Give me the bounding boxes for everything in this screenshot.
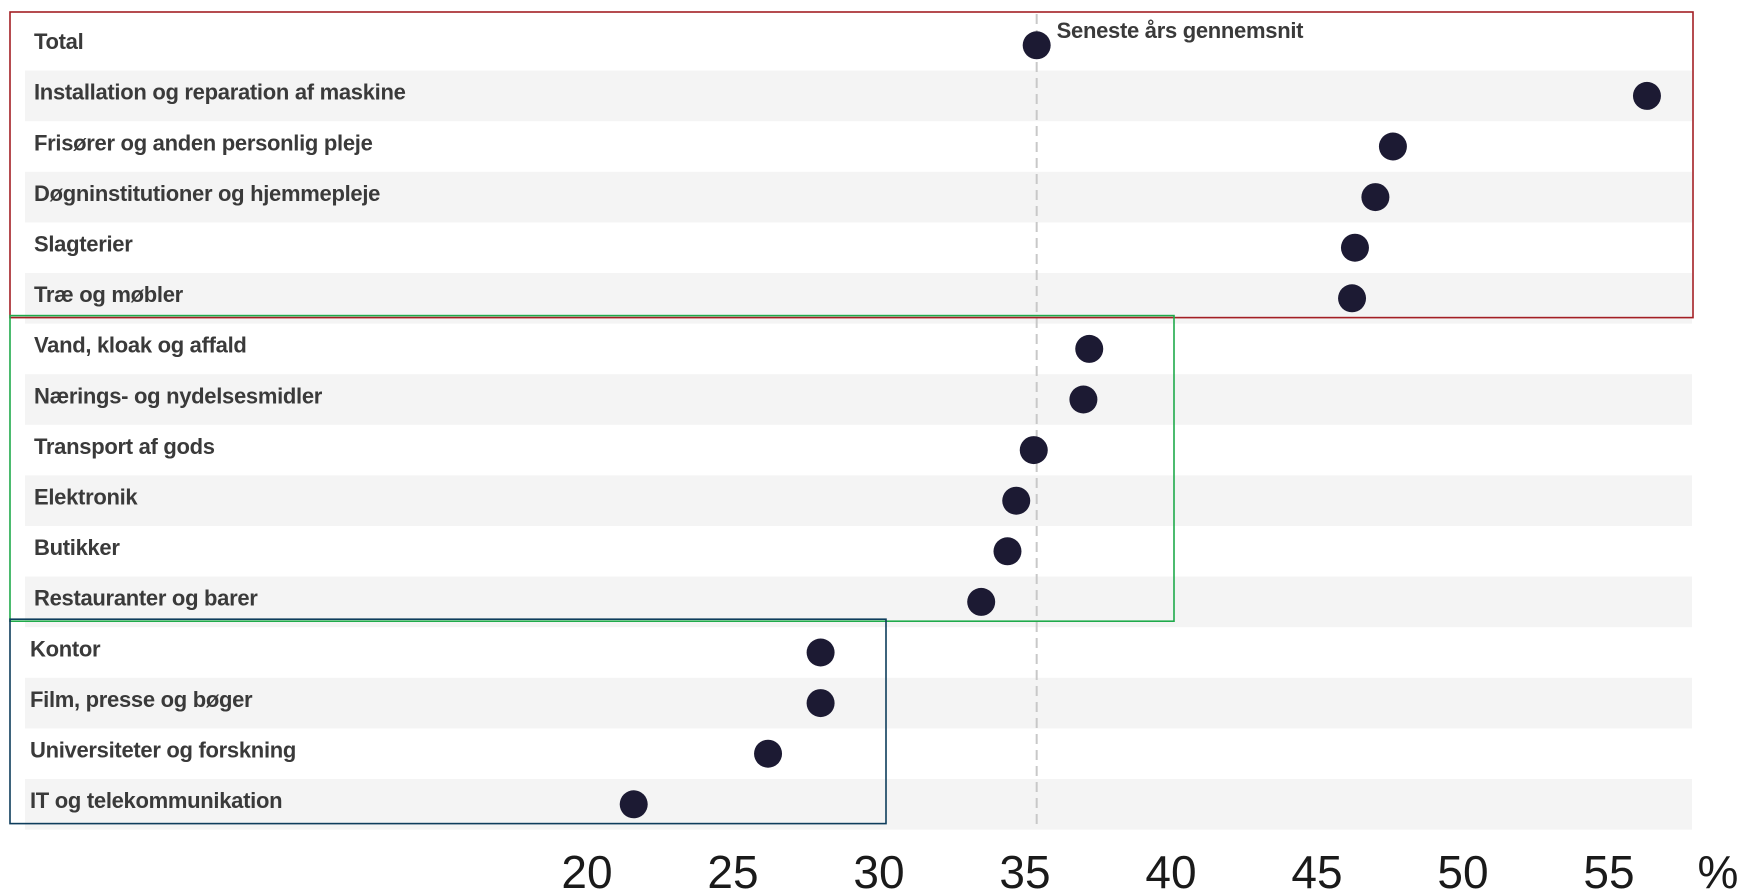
category-label: Nærings- og nydelsesmidler [34,383,323,408]
category-labels: Total Installation og reparation af maski… [30,29,406,813]
group-box [9,618,887,825]
data-points [619,31,1661,819]
data-point [754,739,783,768]
row-band [25,677,1692,729]
x-tick-label: 50 [1437,846,1488,894]
row-band [25,171,1692,223]
category-label: Træ og møbler [34,282,184,307]
data-point [1340,233,1369,262]
category-label: Kontor [30,636,101,661]
category-label: Total [34,29,83,54]
row-band [25,70,1692,122]
category-label: Frisører og anden personlig pleje [34,130,373,155]
row-band [25,779,1692,830]
x-tick-label: 30 [853,846,904,894]
row-band [25,475,1692,526]
category-label: Universiteter og forskning [30,738,296,763]
category-label: Restauranter og barer [34,586,258,611]
data-point [967,587,996,616]
x-tick-label: 35 [999,846,1050,894]
data-point [806,689,835,718]
data-point [1361,183,1390,212]
reference-line-group: Seneste års gennemsnit [1035,14,1304,825]
x-axis-unit-label: % [1698,846,1739,894]
data-point [1019,436,1048,465]
row-bands [25,70,1692,830]
x-tick-label: 55 [1583,846,1634,894]
x-tick-label: 40 [1145,846,1196,894]
data-point [1075,334,1104,363]
data-point [1022,31,1051,60]
x-axis-ticks: 20 25 30 35 40 45 50 55 [561,846,1634,894]
data-point [806,638,835,667]
group-box [9,314,1175,623]
category-label: Vand, kloak og affald [34,333,247,358]
data-point [1338,284,1367,313]
category-label: Butikker [34,535,120,560]
category-label: Døgninstitutioner og hjemmepleje [34,181,380,206]
category-label: IT og telekommunikation [30,788,282,813]
category-label: Film, presse og bøger [30,687,253,712]
category-label: Transport af gods [34,434,215,459]
data-point [1378,132,1407,161]
category-label: Elektronik [34,485,138,510]
group-boxes [9,11,1694,825]
data-point [1632,81,1661,110]
x-tick-label: 45 [1291,846,1342,894]
row-band [25,374,1692,425]
reference-line-label: Seneste års gennemsnit [1057,18,1304,43]
x-tick-label: 20 [561,846,612,894]
category-label: Slagterier [34,232,133,257]
x-tick-label: 25 [707,846,758,894]
data-point [1002,486,1031,515]
group-box [9,11,1694,319]
data-point [1069,385,1098,414]
category-label: Installation og reparation af maskine [34,80,406,105]
data-point [619,790,648,819]
data-point [993,537,1022,566]
